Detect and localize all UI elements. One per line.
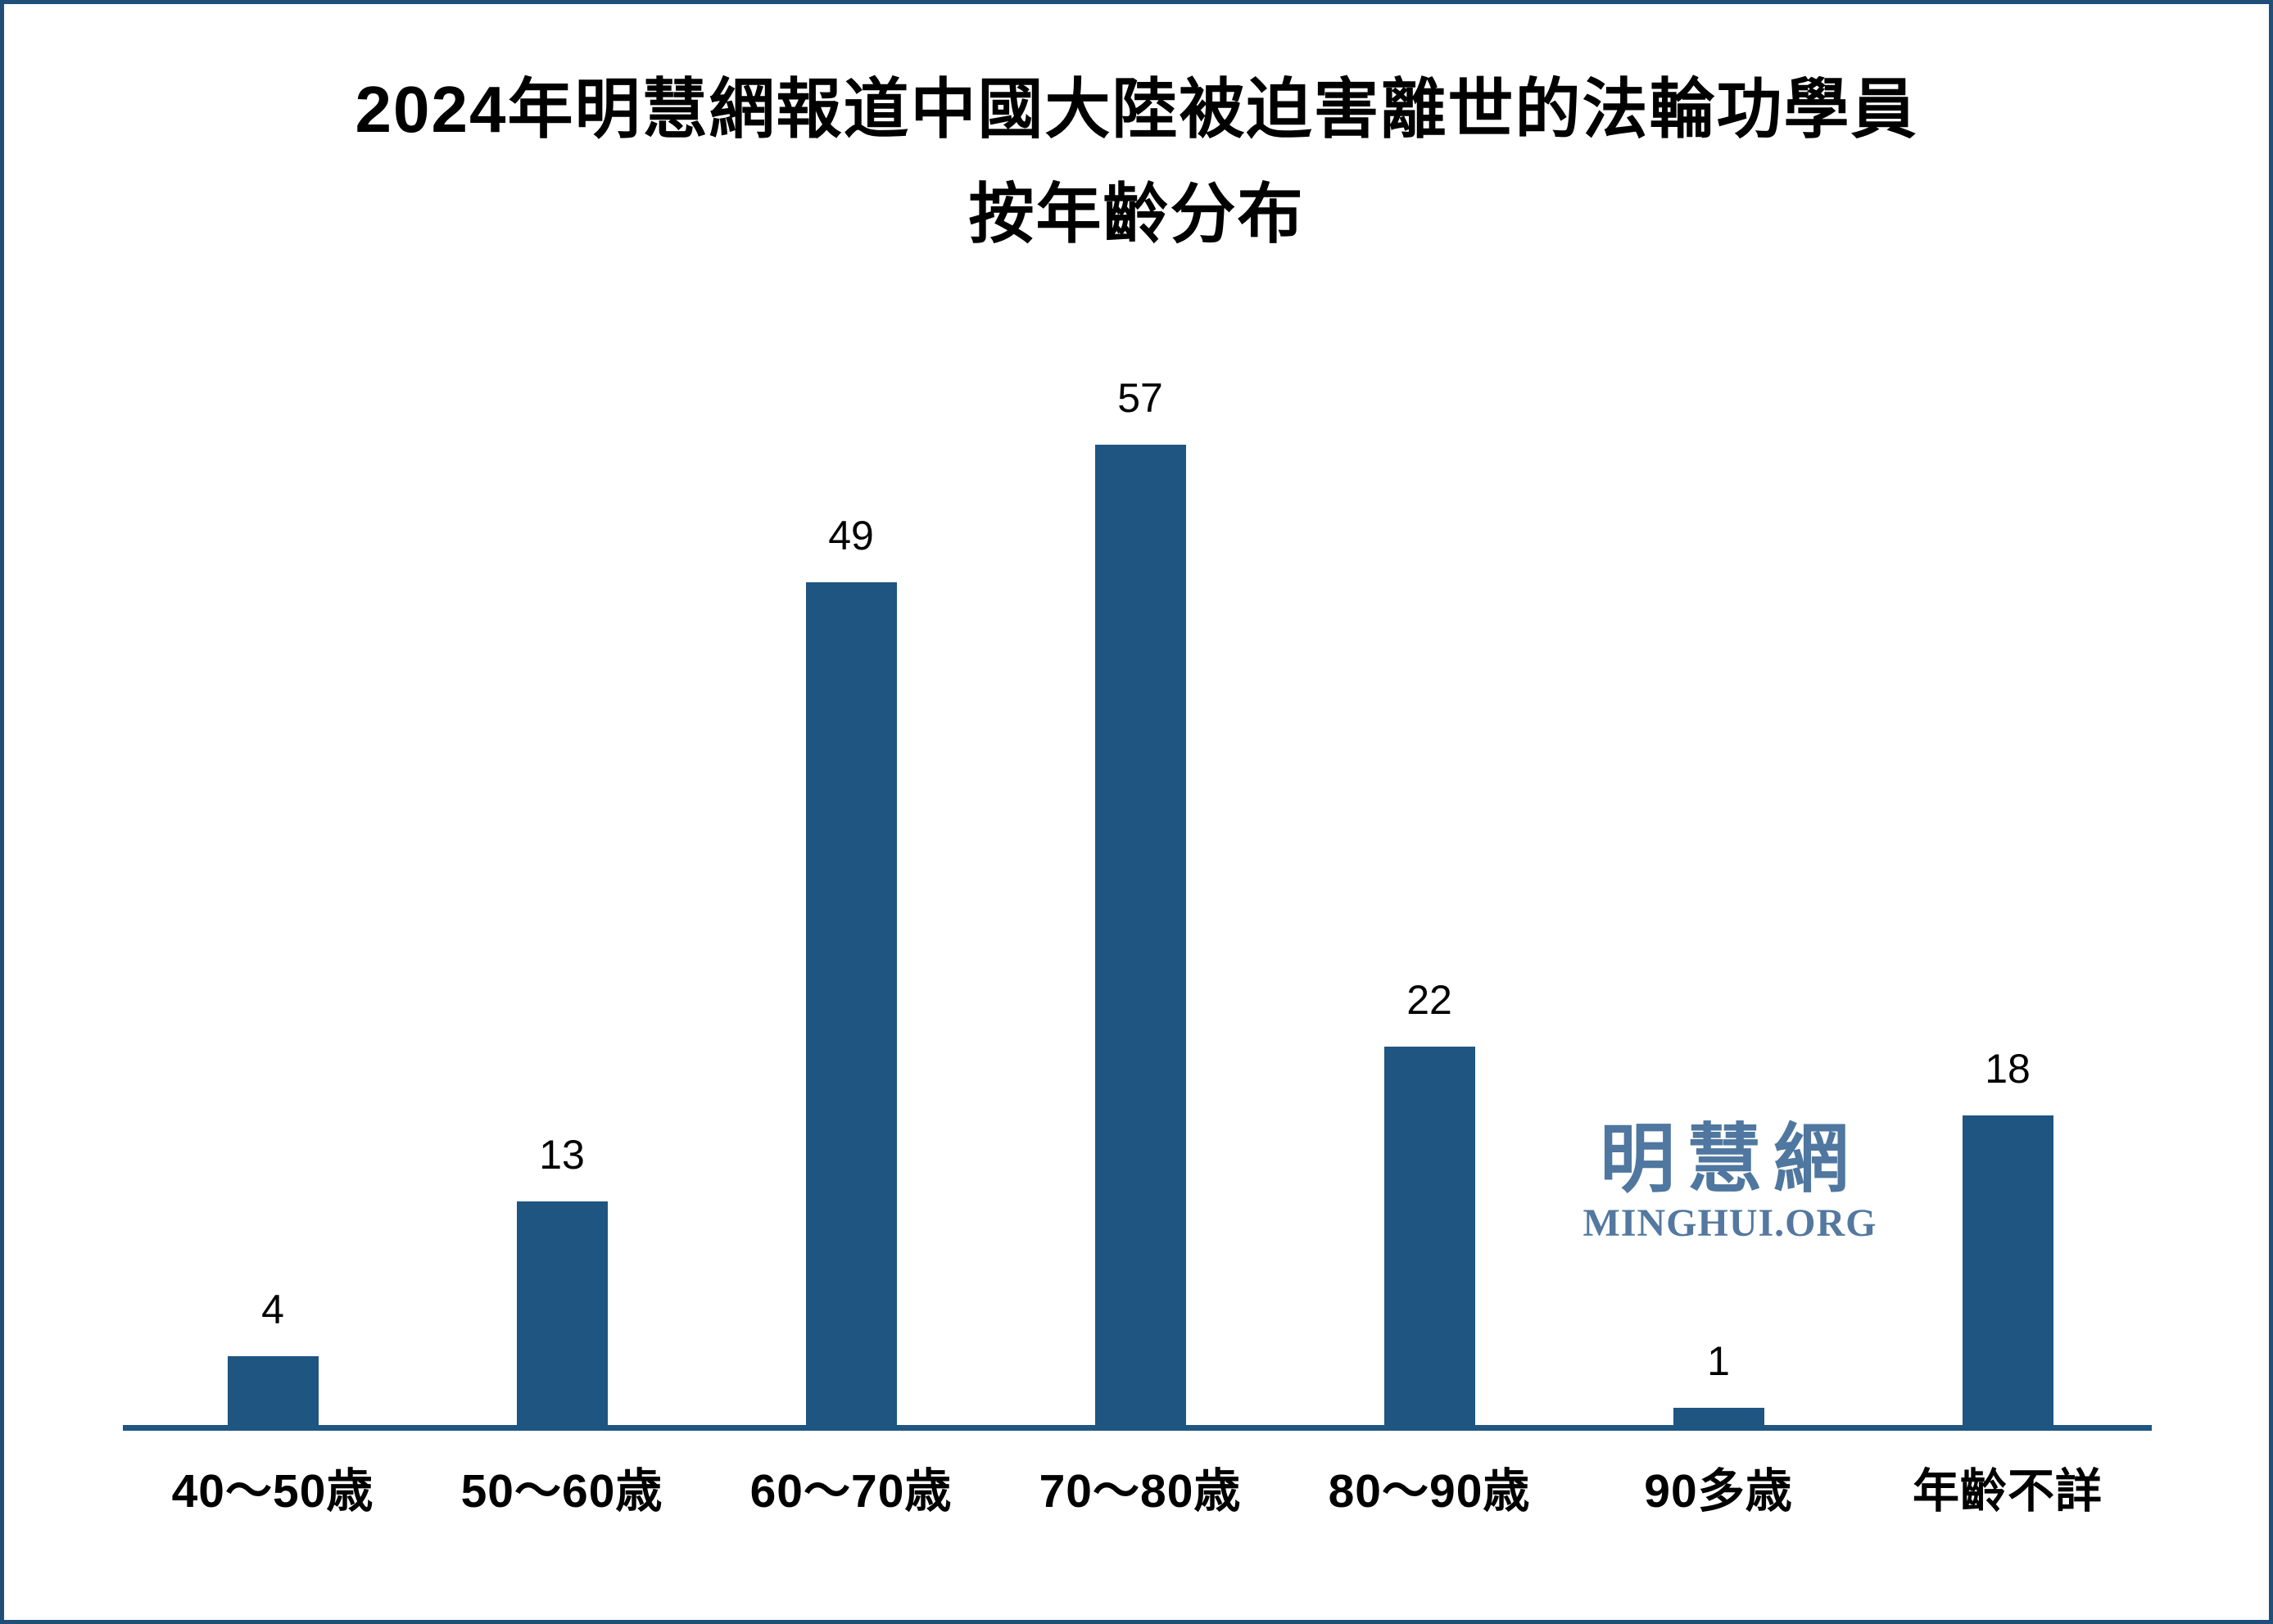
bar-2 — [516, 1201, 608, 1425]
bar-value-label-2: 13 — [539, 1132, 585, 1178]
x-tick-label-7: 年齡不詳 — [1913, 1465, 2103, 1518]
chart-title-line2: 按年齡分布 — [968, 178, 1305, 251]
bar-3 — [805, 582, 897, 1425]
bar-4 — [1094, 445, 1186, 1425]
minghui-watermark: 明慧網 MINGHUI.ORG — [1566, 1120, 1894, 1245]
bar-value-label-1: 4 — [261, 1287, 284, 1332]
x-axis-line — [123, 1425, 2152, 1431]
bar-value-label-4: 57 — [1117, 375, 1163, 421]
bar-value-label-3: 49 — [828, 513, 874, 559]
chart-title: 2024年明慧網報道中國大陸被迫害離世的法輪功學員 按年齡分布 — [0, 57, 2273, 267]
x-tick-label-1: 40～50歳 — [171, 1465, 374, 1518]
bar-value-label-5: 22 — [1406, 977, 1452, 1023]
x-tick-label-5: 80～90歳 — [1328, 1465, 1531, 1518]
chart-title-line1: 2024年明慧網報道中國大陸被迫害離世的法輪功學員 — [355, 73, 1918, 146]
bar-1 — [227, 1356, 319, 1425]
x-tick-label-4: 70～80歳 — [1039, 1465, 1242, 1518]
bar-value-label-7: 18 — [1985, 1046, 2031, 1092]
minghui-logo-cjk-text: 明慧網 — [1599, 1118, 1860, 1201]
bar-5 — [1383, 1047, 1475, 1425]
x-tick-label-6: 90多歳 — [1644, 1465, 1793, 1518]
bar-6 — [1673, 1408, 1764, 1425]
x-tick-label-3: 60～70歳 — [749, 1465, 953, 1518]
x-tick-label-2: 50～60歳 — [460, 1465, 663, 1518]
bar-7 — [1962, 1115, 2053, 1425]
minghui-logo-latin-text: MINGHUI.ORG — [1582, 1201, 1877, 1245]
bar-value-label-6: 1 — [1707, 1338, 1730, 1384]
